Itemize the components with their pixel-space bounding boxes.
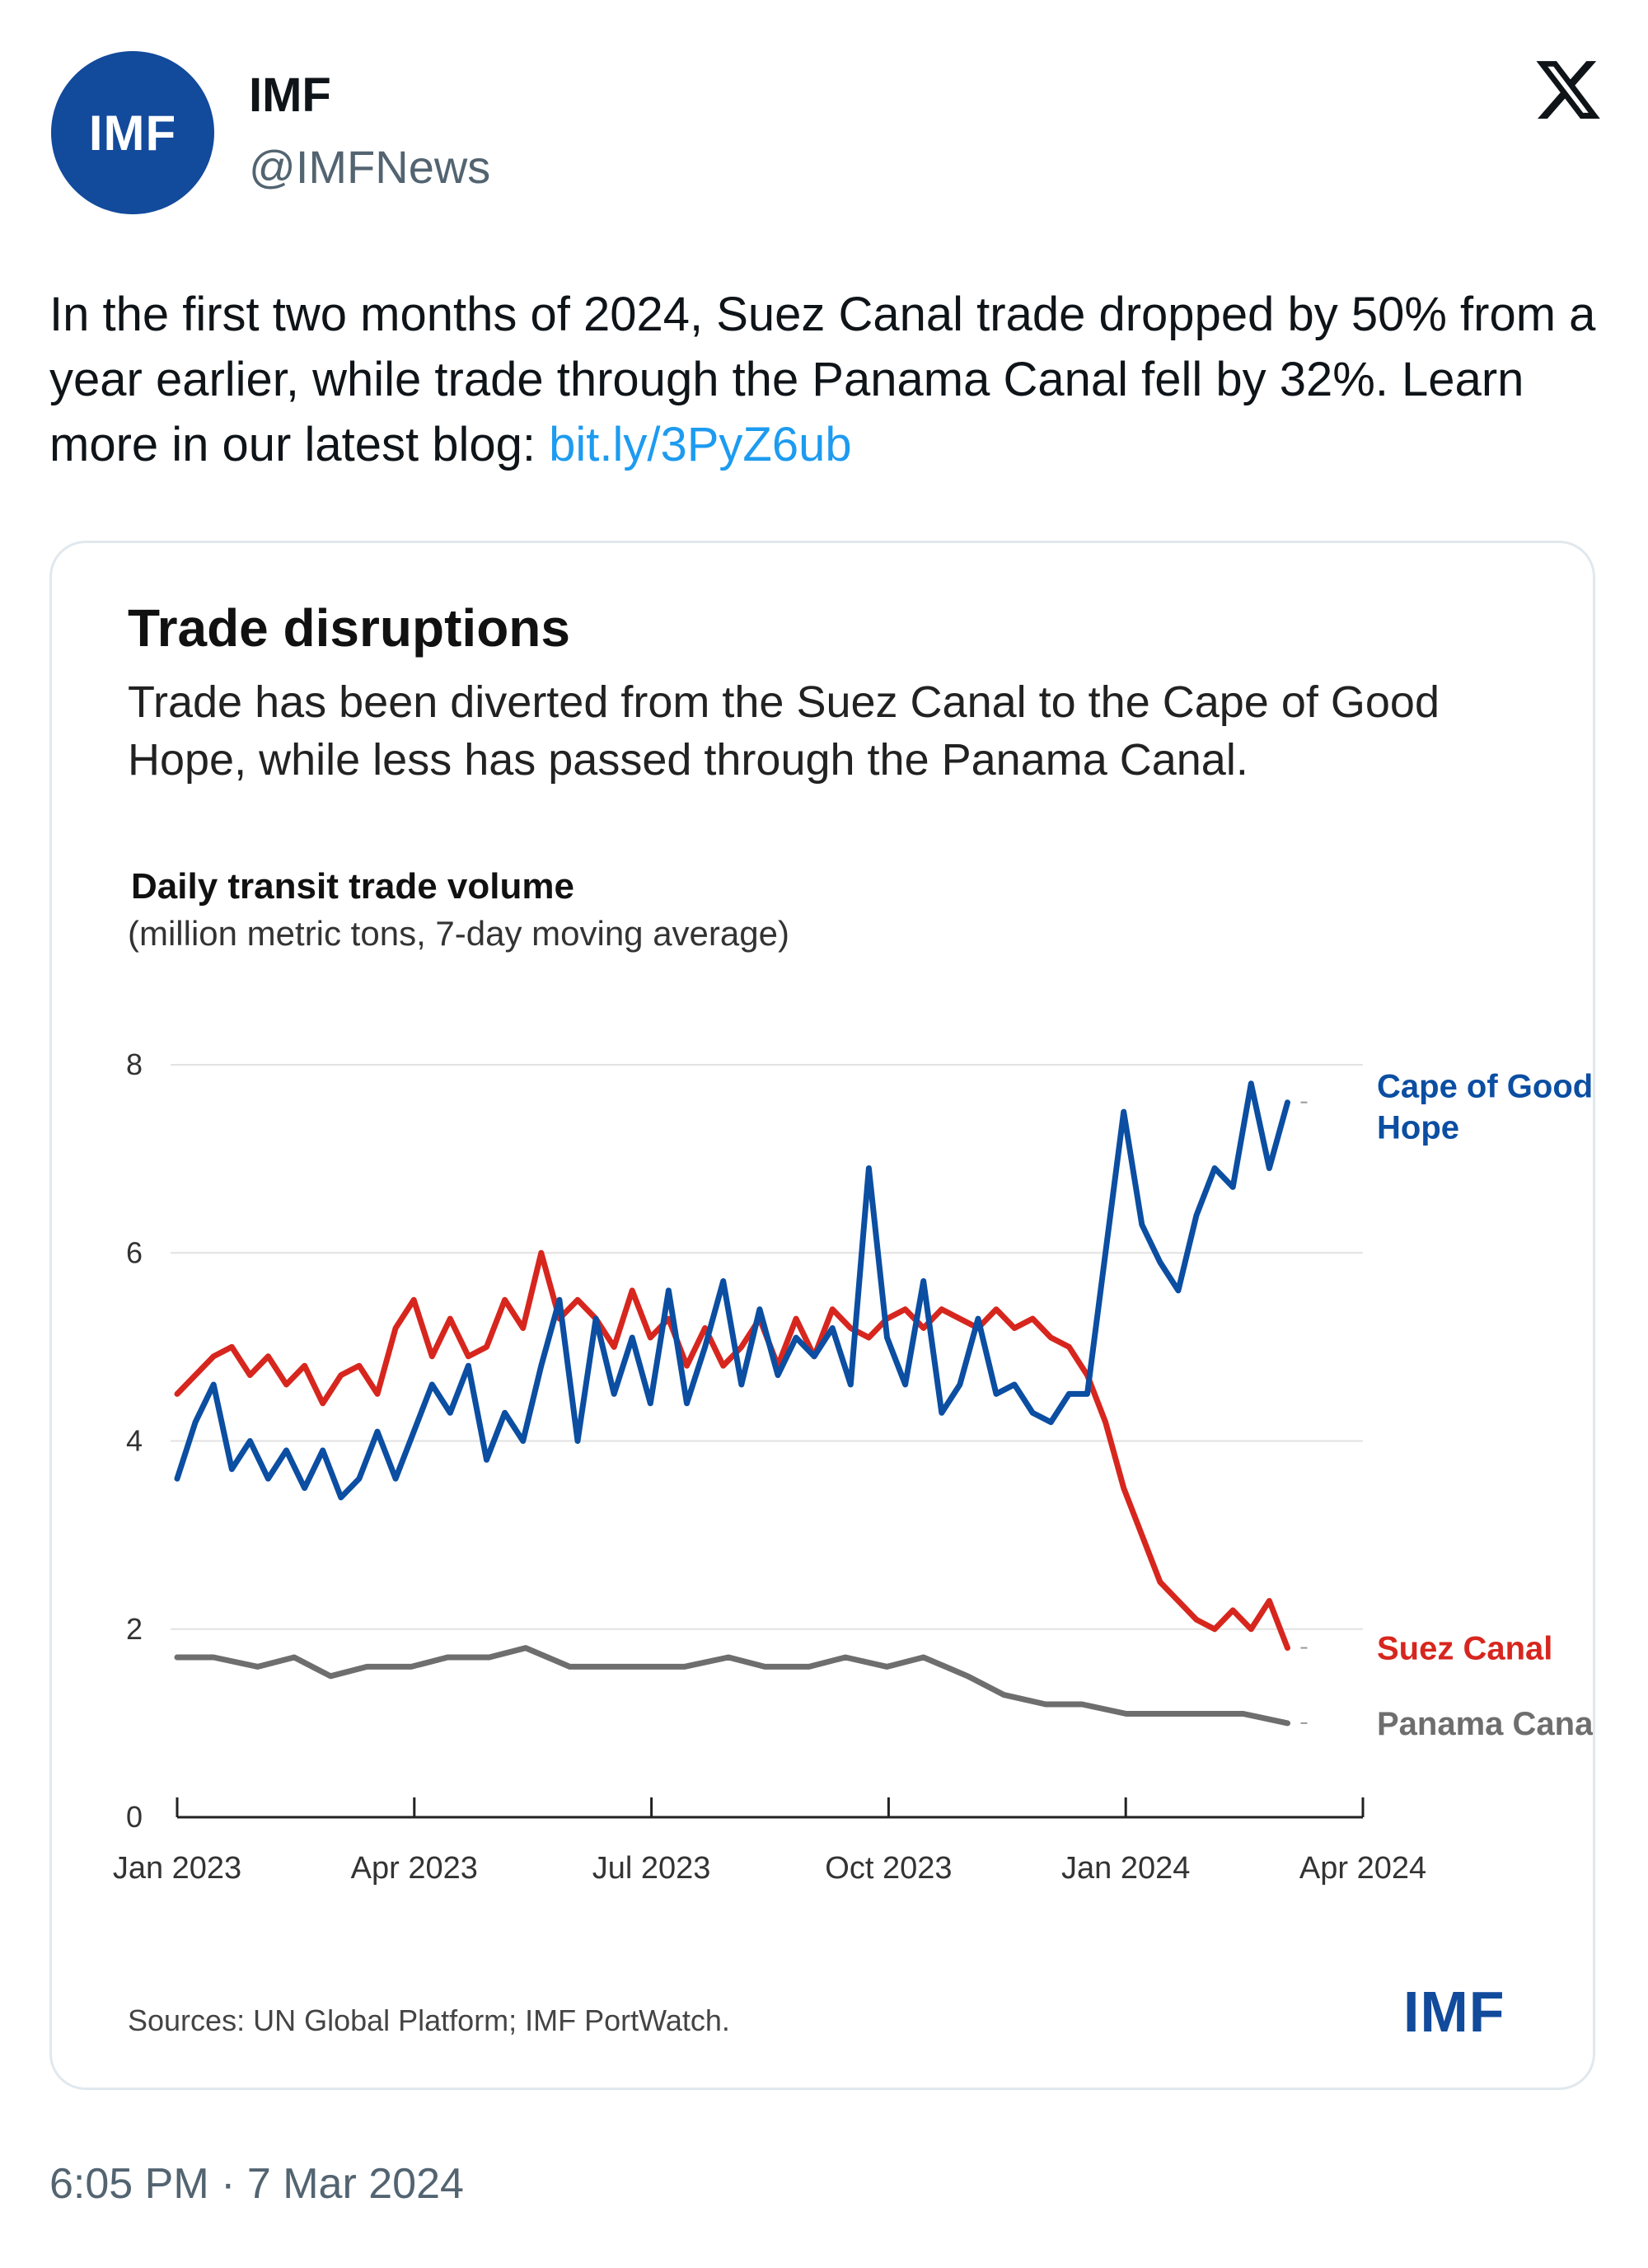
avatar-text: IMF xyxy=(88,105,177,161)
chart-title: Trade disruptions xyxy=(128,598,570,658)
x-tick-label: Jan 2023 xyxy=(113,1851,241,1886)
x-tick-label: Jan 2024 xyxy=(1061,1851,1190,1886)
series-line-cape-of-good-hope xyxy=(174,1080,1290,1501)
chart-heading: Daily transit trade volume xyxy=(131,866,574,907)
y-tick-label: 4 xyxy=(126,1424,143,1458)
y-tick-label: 2 xyxy=(126,1612,143,1646)
x-logo-icon[interactable] xyxy=(1533,54,1604,125)
series-label: Suez Canal xyxy=(1377,1631,1552,1667)
x-tick-label: Apr 2023 xyxy=(351,1851,478,1886)
imf-logo: IMF xyxy=(1403,1980,1505,2044)
series-label: Panama Canal xyxy=(1377,1706,1595,1742)
y-tick-label: 8 xyxy=(126,1047,143,1081)
x-tick-label: Apr 2024 xyxy=(1299,1851,1426,1886)
line-chart: 0 2 4 6 8 Jan 2023 Apr 2023 Jul 2023 Oct 2023 Jan… xyxy=(113,1047,1595,1886)
y-tick-label: 6 xyxy=(126,1235,143,1269)
chart-card[interactable]: Trade disruptions Trade has been diverte… xyxy=(49,541,1595,2090)
account-handle[interactable]: @IMFNews xyxy=(249,141,491,193)
series-line-panama-canal xyxy=(174,1645,1290,1727)
y-tick-label: 0 xyxy=(126,1800,143,1834)
chart-source: Sources: UN Global Platform; IMF PortWat… xyxy=(128,2003,730,2037)
tweet-link[interactable]: bit.ly/3PyZ6ub xyxy=(549,418,852,471)
x-tick-label: Jul 2023 xyxy=(592,1851,711,1886)
series-label: Cape of Good xyxy=(1377,1069,1593,1105)
x-tick-label: Oct 2023 xyxy=(825,1851,952,1886)
tweet-text: In the first two months of 2024, Suez Ca… xyxy=(49,282,1599,477)
series-label: Hope xyxy=(1377,1110,1459,1146)
series-line-suez-canal xyxy=(174,1249,1290,1652)
chart-units: (million metric tons, 7-day moving avera… xyxy=(128,914,789,953)
account-name[interactable]: IMF xyxy=(249,68,331,122)
avatar[interactable]: IMF xyxy=(51,51,214,214)
tweet-body: In the first two months of 2024, Suez Ca… xyxy=(49,288,1596,471)
chart-subtitle: Trade has been diverted from the Suez Ca… xyxy=(128,677,1440,785)
timestamp: 6:05 PM · 7 Mar 2024 xyxy=(49,2160,464,2208)
